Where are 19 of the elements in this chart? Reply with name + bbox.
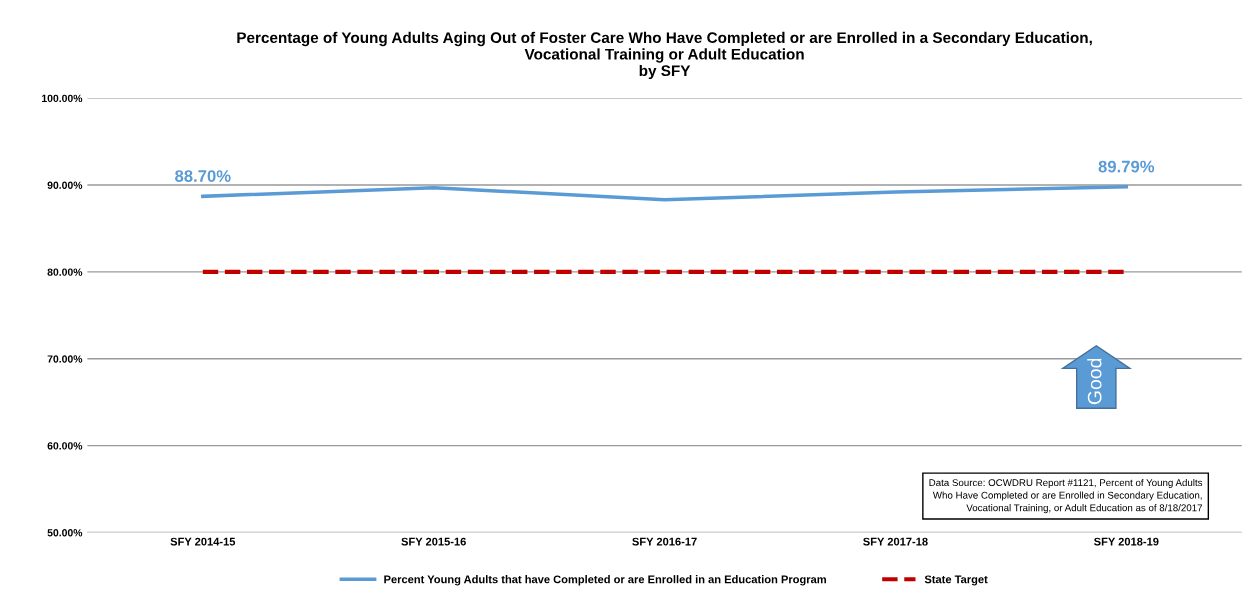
- annotation: Good: [1087, 358, 1102, 405]
- legend-label: Percent Young Adults that have Completed or are Enrolled in an Education Program: [384, 575, 826, 586]
- data-label: 88.70%: [175, 170, 231, 182]
- x-tick-label: SFY 2017-18: [863, 537, 928, 546]
- y-tick-label: 70.00%: [47, 355, 83, 363]
- y-tick-label: 50.00%: [47, 529, 83, 537]
- y-tick-label: 60.00%: [47, 442, 83, 450]
- x-tick-label: SFY 2015-16: [401, 537, 466, 546]
- x-tick-label: SFY 2016-17: [632, 537, 697, 546]
- x-tick-label: SFY 2018-19: [1094, 537, 1159, 546]
- y-tick-label: 80.00%: [47, 268, 83, 276]
- x-tick-label: SFY 2014-15: [170, 537, 236, 546]
- y-tick-label: 100.00%: [42, 94, 83, 103]
- chart-title: Percentage of Young Adults Aging Out of Foster Care Who Have Completed or are Enrolled in a Secondary Education, Vocational Training or Adult Education by SFY: [237, 31, 1092, 80]
- data-label: 89.79%: [1098, 160, 1155, 173]
- legend-label: State Target: [924, 575, 988, 586]
- line-series: [201, 185, 1129, 202]
- annotation: Data Source: OCWDRU Report #1121, Percent of Young Adults Who Have Completed or are Enrolled in Secondary Education, Vocational Training, or Adult Education as of 8/18/2017: [929, 478, 1203, 514]
- y-tick-label: 90.00%: [47, 181, 83, 189]
